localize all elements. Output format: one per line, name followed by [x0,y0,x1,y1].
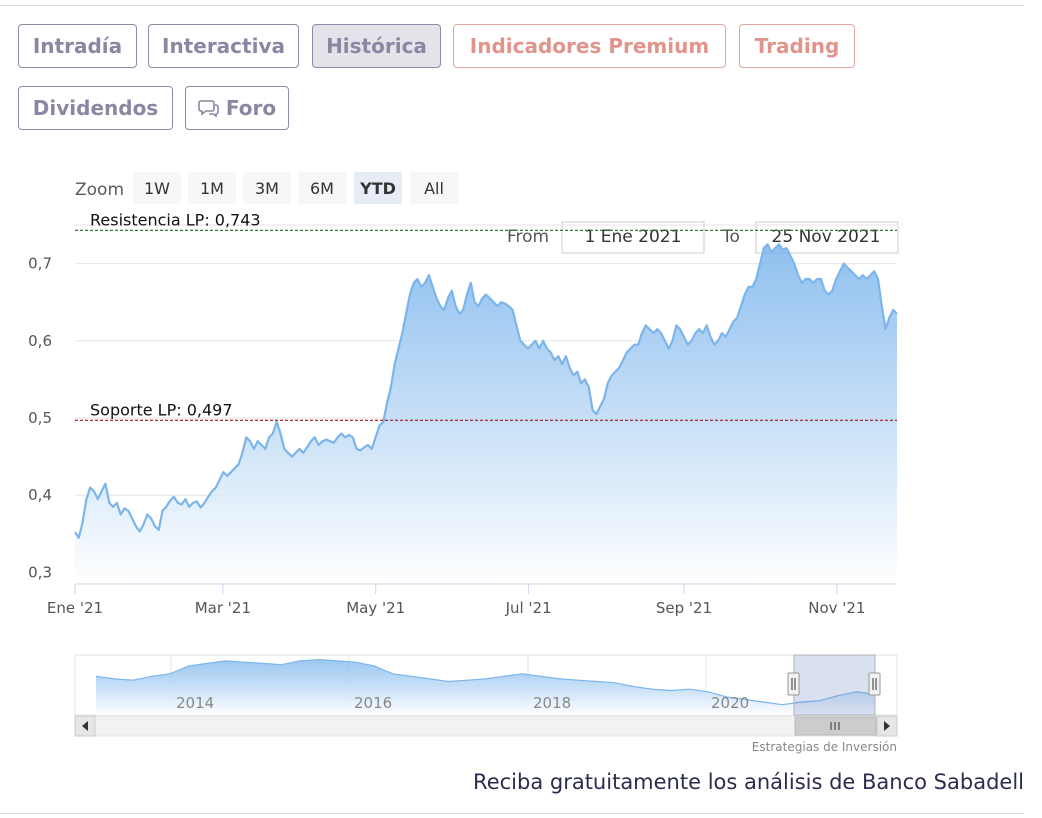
tab-trading[interactable]: Trading [739,24,855,68]
scrollbar[interactable] [74,715,898,737]
promo-link[interactable]: Reciba gratuitamente los análisis de Ban… [473,770,1024,794]
zoom-button-ytd[interactable]: YTD [354,172,402,204]
tab-label: Foro [225,96,277,120]
navigator-area [96,659,875,715]
price-line [74,243,898,539]
navigator-year-label: 2014 [176,694,214,712]
zoom-button-3m[interactable]: 3M [243,172,291,204]
zoom-label: Zoom [75,180,124,200]
navigator-year-label: 2016 [354,694,392,712]
to-label: To [721,227,740,247]
zoom-button-label: 3M [255,179,279,198]
x-tick-label: Ene '21 [47,599,103,617]
tab-histórica[interactable]: Histórica [312,24,441,68]
zoom-button-1w[interactable]: 1W [133,172,181,204]
to-date-value: 25 Nov 2021 [772,227,881,247]
tab-label: Indicadores Premium [469,34,710,58]
x-tick-label: Mar '21 [195,599,251,617]
bottom-divider [0,813,1024,814]
from-date-input[interactable] [561,221,705,254]
zoom-button-1m[interactable]: 1M [188,172,236,204]
y-tick-label: 0,6 [28,332,52,350]
chat-bubbles-icon [198,100,219,118]
tab-label: Histórica [326,34,427,58]
tab-indicadores-premium[interactable]: Indicadores Premium [453,24,726,68]
tab-label: Interactiva [162,34,285,58]
grip-icon [830,722,840,730]
arrow-left-icon [82,721,88,731]
tab-dividendos[interactable]: Dividendos [18,86,173,130]
y-tick-label: 0,5 [28,409,52,427]
navigator-line [95,658,876,706]
tab-foro[interactable]: Foro [185,86,289,130]
x-tick-label: May '21 [346,599,405,617]
zoom-button-all[interactable]: All [410,172,458,204]
x-tick-label: Jul '21 [505,599,552,617]
tab-intradía[interactable]: Intradía [18,24,137,68]
resistance-label: Resistencia LP: 0,743 [90,210,261,229]
support-label: Soporte LP: 0,497 [90,400,233,419]
tab-label: Intradía [32,34,123,58]
navigator-handle-left[interactable] [787,672,800,696]
tab-label: Dividendos [32,96,159,120]
navigator-selected-range[interactable] [793,654,876,716]
zoom-button-label: YTD [359,179,396,198]
navigator-handle-right[interactable] [868,672,881,696]
from-date-value: 1 Ene 2021 [585,227,682,247]
y-tick-label: 0,7 [28,255,52,273]
x-tick-label: Sep '21 [656,599,712,617]
zoom-button-6m[interactable]: 6M [298,172,346,204]
x-tick-label: Nov '21 [808,599,865,617]
price-area [75,244,897,585]
from-label: From [507,227,549,247]
y-tick-label: 0,3 [28,563,52,581]
chart-credits[interactable]: Estrategias de Inversión [752,740,897,754]
zoom-button-label: 1M [200,179,224,198]
top-divider [0,5,1024,6]
zoom-button-label: All [424,179,444,198]
zoom-button-label: 6M [310,179,334,198]
arrow-right-icon [884,721,890,731]
zoom-button-label: 1W [144,179,170,198]
navigator-year-label: 2018 [533,694,571,712]
navigator-year-label: 2020 [711,694,749,712]
tab-label: Trading [754,34,840,58]
y-tick-label: 0,4 [28,486,52,504]
tab-interactiva[interactable]: Interactiva [148,24,299,68]
